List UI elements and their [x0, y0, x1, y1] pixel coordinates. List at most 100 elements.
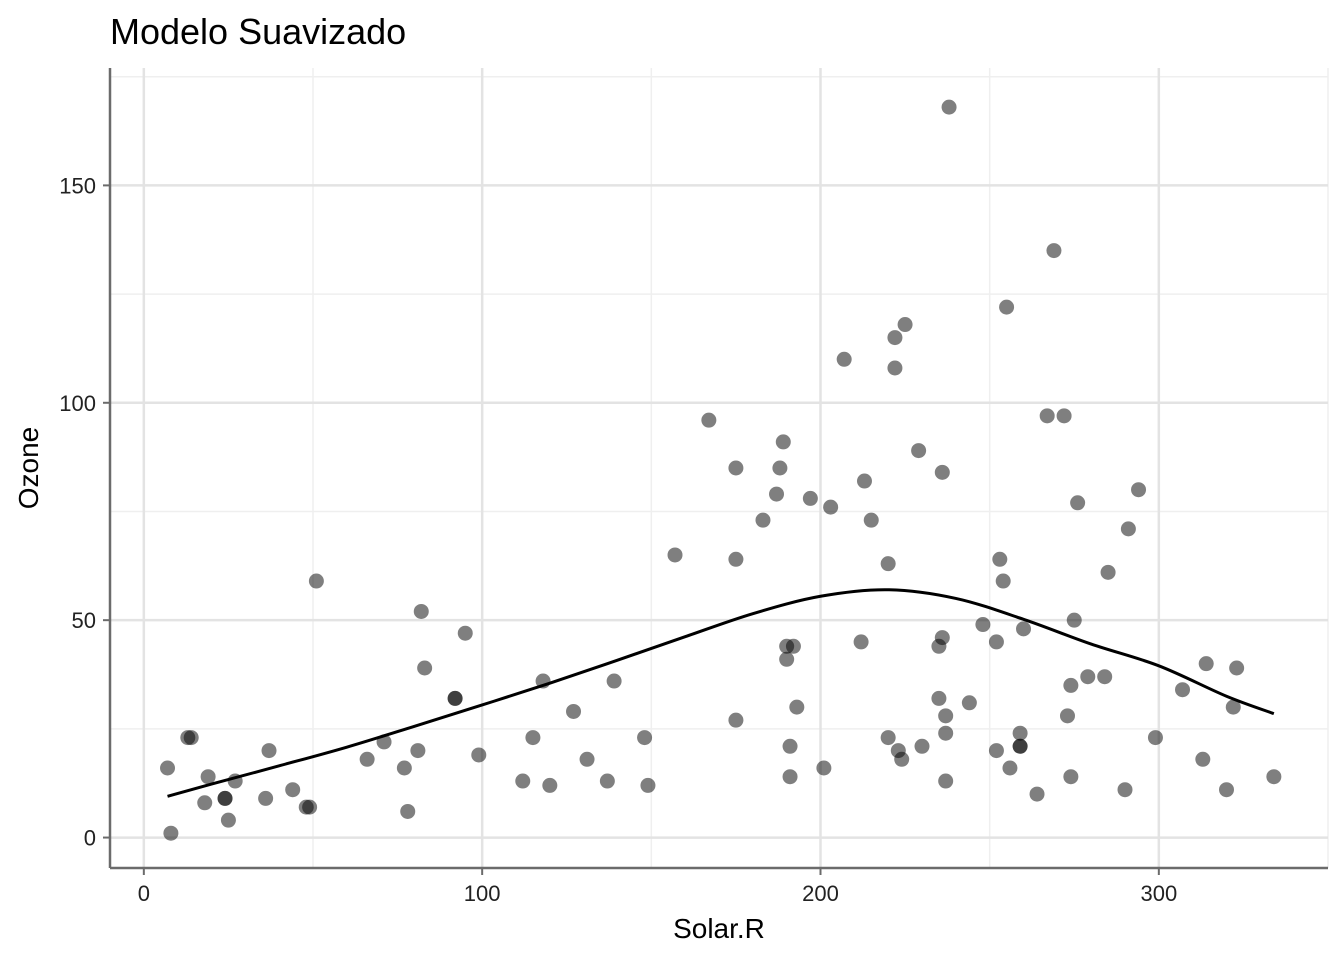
data-point: [779, 651, 795, 667]
data-point: [285, 782, 301, 798]
data-point: [938, 773, 954, 789]
data-point: [308, 573, 324, 589]
data-point: [941, 99, 957, 115]
data-point: [880, 730, 896, 746]
data-point: [772, 460, 788, 476]
data-point: [220, 812, 236, 828]
smooth-fit-line: [167, 588, 1275, 798]
data-point: [396, 760, 412, 776]
data-point: [769, 486, 785, 502]
data-point: [823, 499, 839, 515]
data-point: [863, 512, 879, 528]
data-point: [938, 708, 954, 724]
data-point: [302, 799, 318, 815]
data-point: [802, 490, 818, 506]
data-point: [1059, 708, 1075, 724]
data-point: [1195, 751, 1211, 767]
data-point: [894, 751, 910, 767]
y-tick-label: 50: [72, 608, 96, 633]
chart-title: Modelo Suavizado: [110, 11, 406, 52]
grid: [110, 68, 1329, 868]
data-point: [542, 777, 558, 793]
data-point: [1225, 699, 1241, 715]
data-point: [1147, 730, 1163, 746]
data-point: [200, 769, 216, 785]
data-point: [183, 730, 199, 746]
data-point: [1229, 660, 1245, 676]
data-point: [1056, 408, 1072, 424]
data-point: [525, 730, 541, 746]
data-point: [410, 743, 426, 759]
x-tick-label: 200: [802, 881, 839, 906]
data-point: [880, 556, 896, 572]
data-point: [471, 747, 487, 763]
data-point: [1012, 738, 1028, 754]
data-point: [417, 660, 433, 676]
data-point: [1066, 612, 1082, 628]
data-point: [400, 803, 416, 819]
data-point: [988, 743, 1004, 759]
data-point: [789, 699, 805, 715]
data-point: [1120, 521, 1136, 537]
data-point: [1063, 769, 1079, 785]
data-point: [1117, 782, 1133, 798]
data-point: [599, 773, 615, 789]
data-point: [782, 769, 798, 785]
data-point: [728, 712, 744, 728]
data-point: [1131, 482, 1147, 498]
data-point: [258, 790, 274, 806]
data-point: [853, 634, 869, 650]
axes: 0 100 200 300 0 50 100 150: [59, 68, 1328, 906]
data-point: [606, 673, 622, 689]
data-point: [995, 573, 1011, 589]
data-point: [1039, 408, 1055, 424]
data-point: [728, 551, 744, 567]
data-point: [457, 625, 473, 641]
data-point: [579, 751, 595, 767]
data-point: [887, 330, 903, 346]
data-point: [667, 547, 683, 563]
data-point: [640, 777, 656, 793]
y-tick-label: 0: [84, 826, 96, 851]
data-point: [914, 738, 930, 754]
data-point: [938, 725, 954, 741]
data-point: [1070, 495, 1086, 511]
x-axis-title: Solar.R: [673, 913, 765, 944]
data-point: [999, 299, 1015, 315]
data-point: [836, 351, 852, 367]
x-tick-label: 100: [464, 881, 501, 906]
data-point: [1198, 656, 1214, 672]
x-tick-label: 0: [138, 881, 150, 906]
points-layer: [160, 99, 1282, 841]
data-point: [566, 703, 582, 719]
data-point: [887, 360, 903, 376]
data-point: [1002, 760, 1018, 776]
y-tick-label: 150: [59, 173, 96, 198]
data-point: [359, 751, 375, 767]
data-point: [217, 790, 233, 806]
data-point: [1266, 769, 1282, 785]
data-point: [816, 760, 832, 776]
data-point: [934, 630, 950, 646]
data-point: [897, 317, 913, 333]
data-point: [160, 760, 176, 776]
data-point: [1029, 786, 1045, 802]
data-point: [988, 634, 1004, 650]
data-point: [755, 512, 771, 528]
y-axis-title: Ozone: [13, 427, 44, 510]
data-point: [1097, 669, 1113, 685]
data-point: [1080, 669, 1096, 685]
data-point: [1100, 564, 1116, 580]
data-point: [515, 773, 531, 789]
smooth-line-layer: [167, 588, 1275, 798]
data-point: [197, 795, 213, 811]
data-point: [413, 603, 429, 619]
data-point: [1219, 782, 1234, 798]
data-point: [785, 638, 801, 654]
data-point: [1175, 682, 1191, 698]
y-tick-label: 100: [59, 391, 96, 416]
data-point: [1016, 621, 1031, 637]
data-point: [931, 690, 947, 706]
data-point: [701, 412, 717, 428]
